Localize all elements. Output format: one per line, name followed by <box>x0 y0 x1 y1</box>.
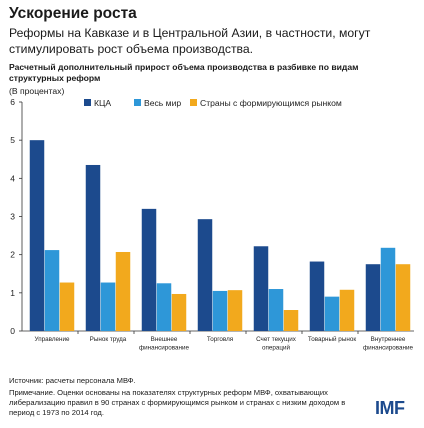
bar <box>212 290 228 331</box>
bar <box>197 219 213 331</box>
y-tick-label: 0 <box>10 326 15 336</box>
footnote: Примечание. Оценки основаны на показател… <box>9 388 346 417</box>
x-tick-label: Счет текущих <box>256 336 297 343</box>
bar <box>29 140 45 331</box>
legend-swatch <box>84 99 91 106</box>
bar <box>44 250 60 331</box>
bar <box>85 164 101 331</box>
bar <box>283 310 299 331</box>
bar <box>253 246 269 331</box>
bar <box>141 208 157 331</box>
x-tick-label: Управление <box>34 336 70 343</box>
bar <box>115 251 131 331</box>
bar <box>324 296 340 331</box>
x-tick-label: финансирование <box>139 345 190 352</box>
page-subtitle: Реформы на Кавказе и в Центральной Азии,… <box>9 26 371 56</box>
imf-logo: IMF <box>375 398 405 418</box>
page-title: Ускорение роста <box>9 5 137 22</box>
chart-unit: (В процентах) <box>9 86 65 96</box>
bar <box>309 261 325 331</box>
bar-chart: 0 1 2 3 4 5 6 Управление Рынок труда Внешнее финан… <box>10 97 414 352</box>
bar <box>380 247 396 331</box>
bar <box>59 282 75 331</box>
x-tick-label: операций <box>262 344 291 352</box>
y-tick-label: 3 <box>10 212 15 222</box>
source-note: Источник: расчеты персонала МВФ. <box>9 376 136 385</box>
y-tick-label: 5 <box>10 135 15 145</box>
bar <box>395 264 411 331</box>
legend-label: Страны с формирующимся рынком <box>200 98 342 108</box>
legend-swatch <box>134 99 141 106</box>
bar <box>100 282 116 331</box>
bar <box>156 283 172 331</box>
y-tick-label: 6 <box>10 97 15 107</box>
legend-label: КЦА <box>94 98 111 108</box>
y-tick-label: 2 <box>10 250 15 260</box>
x-tick-label: Внутреннее <box>371 336 406 343</box>
chart-title: Расчетный дополнительный прирост объема … <box>9 62 359 83</box>
bar <box>227 290 243 331</box>
x-tick-label: финансирование <box>363 345 414 352</box>
bar <box>171 293 187 331</box>
x-tick-label: Внешнее <box>151 336 178 343</box>
x-tick-label: Товарный рынок <box>308 335 356 343</box>
y-tick-label: 1 <box>10 288 15 298</box>
x-tick-label: Рынок труда <box>90 336 127 343</box>
bar <box>365 264 381 331</box>
legend-swatch <box>190 99 197 106</box>
legend-label: Весь мир <box>144 98 181 108</box>
bar <box>339 289 355 331</box>
x-tick-label: Торговля <box>207 336 233 343</box>
y-tick-label: 4 <box>10 173 15 183</box>
bar <box>268 289 284 331</box>
